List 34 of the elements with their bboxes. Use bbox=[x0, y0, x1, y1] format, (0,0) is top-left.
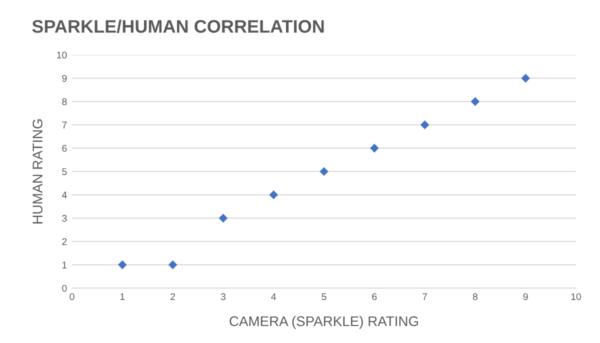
point bbox=[219, 214, 228, 222]
point bbox=[269, 190, 278, 199]
point bbox=[420, 120, 429, 129]
x-axis-title: CAMERA (SPARKLE) RATING bbox=[230, 316, 418, 329]
y-tick-label: 2 bbox=[62, 238, 67, 245]
chart-title: SPARKLE/HUMAN CORRELATION bbox=[32, 20, 324, 34]
x-tick-label: 0 bbox=[70, 293, 74, 300]
x-tick-label: 1 bbox=[120, 293, 125, 300]
y-tick-label: 10 bbox=[57, 52, 67, 58]
x-tick-label: 2 bbox=[170, 293, 176, 300]
x-tick-label: 8 bbox=[472, 293, 478, 300]
point bbox=[370, 144, 379, 152]
x-tick-label: 5 bbox=[322, 293, 326, 300]
y-tick-label: 8 bbox=[62, 98, 67, 106]
x-tick-label: 9 bbox=[523, 293, 528, 300]
point bbox=[471, 97, 480, 106]
y-tick-label: 9 bbox=[62, 74, 67, 82]
y-tick-label: 1 bbox=[62, 262, 67, 268]
x-tick-label: 3 bbox=[220, 293, 226, 300]
x-tick-label: 10 bbox=[571, 293, 582, 300]
x-tick-label: 4 bbox=[271, 293, 276, 300]
y-tick-label: 6 bbox=[62, 144, 67, 152]
point bbox=[168, 260, 177, 269]
y-tick-label: 7 bbox=[62, 122, 67, 128]
y-tick-label: 5 bbox=[62, 168, 67, 176]
y-tick-label: 3 bbox=[62, 214, 67, 222]
point bbox=[118, 260, 127, 269]
x-tick-label: 6 bbox=[372, 293, 377, 300]
y-axis-title: HUMAN RATING bbox=[32, 119, 42, 224]
y-tick-label: 4 bbox=[62, 192, 67, 198]
point bbox=[320, 167, 328, 176]
x-tick-label: 7 bbox=[422, 293, 428, 300]
y-tick-label: 0 bbox=[62, 284, 67, 292]
point bbox=[521, 74, 530, 82]
